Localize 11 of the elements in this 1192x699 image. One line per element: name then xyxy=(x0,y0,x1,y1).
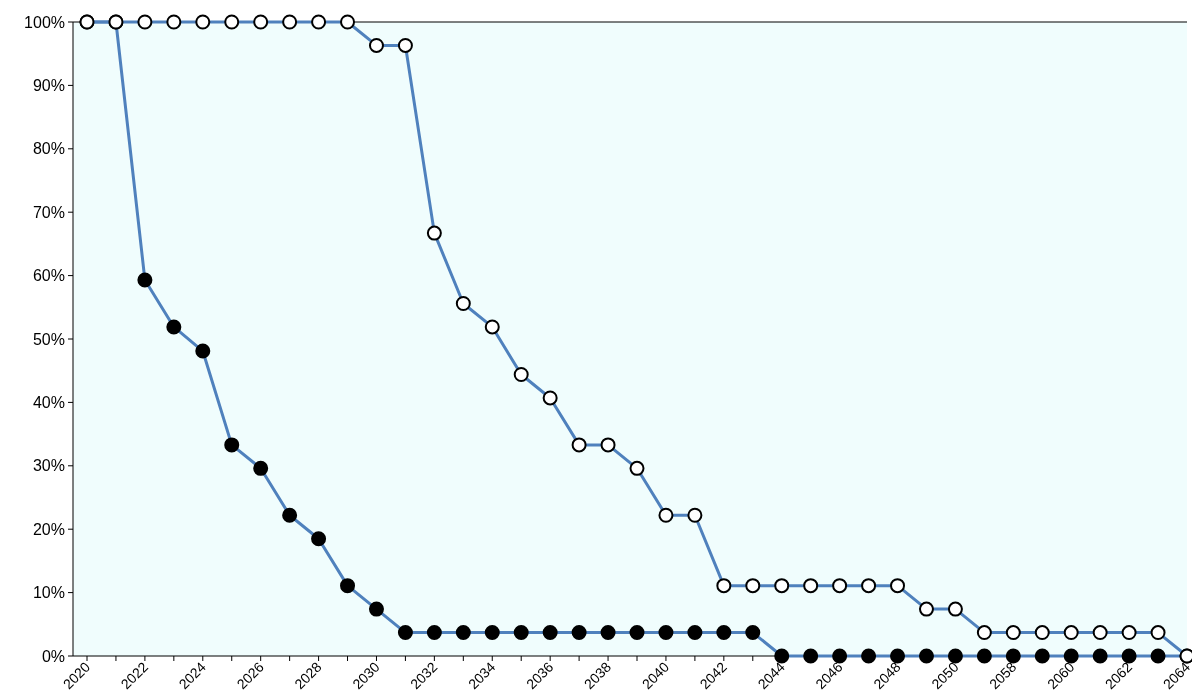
y-tick-label: 50% xyxy=(32,330,65,348)
y-tick-label: 40% xyxy=(32,394,65,411)
y-tick-label: 0% xyxy=(41,647,65,665)
y-tick-label: 90% xyxy=(32,77,65,94)
y-tick-label: 80% xyxy=(32,140,65,158)
y-tick-label: 10% xyxy=(32,584,65,602)
y-tick-label: 30% xyxy=(32,457,65,475)
y-tick-label: 100% xyxy=(24,13,65,31)
y-tick-label: 70% xyxy=(32,203,65,221)
y-tick-label: 20% xyxy=(32,520,65,538)
y-tick-label: 60% xyxy=(32,267,65,285)
